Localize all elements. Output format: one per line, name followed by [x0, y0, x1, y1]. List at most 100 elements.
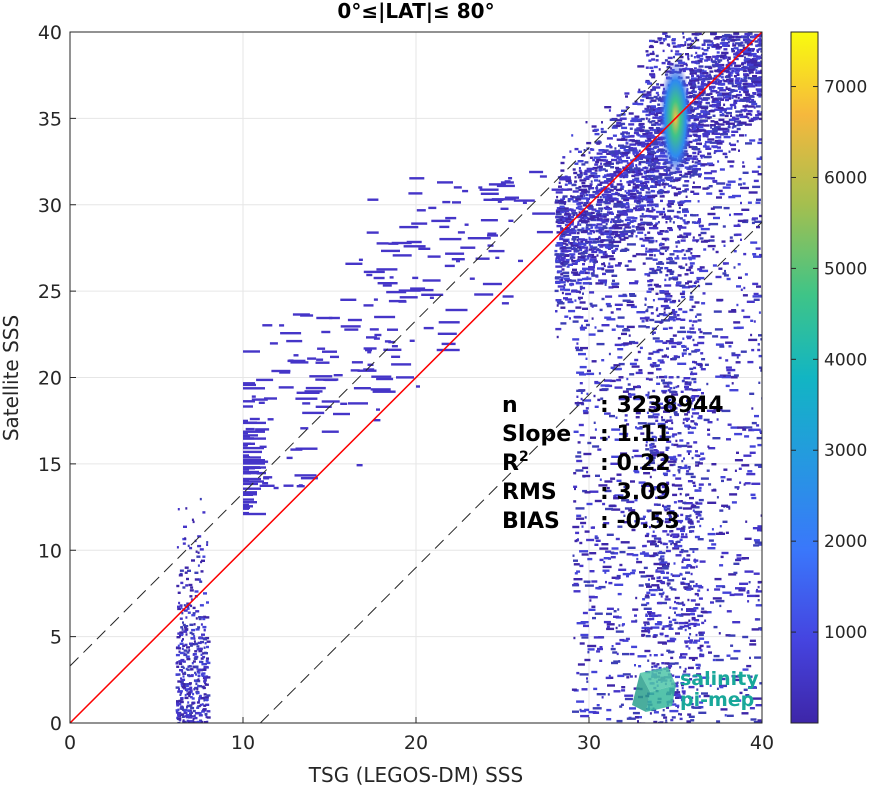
density-cell	[652, 258, 658, 261]
density-cell	[666, 347, 669, 350]
density-cell	[647, 371, 654, 375]
density-cell	[690, 77, 697, 80]
density-cell	[748, 581, 751, 584]
density-cell	[619, 563, 623, 567]
density-cell	[748, 100, 751, 103]
density-cell	[616, 197, 619, 201]
density-cell	[559, 218, 567, 222]
density-cell	[747, 600, 750, 603]
density-cell	[583, 149, 586, 152]
density-cell	[591, 125, 597, 128]
density-cell	[727, 371, 731, 375]
density-cell	[579, 642, 585, 645]
density-cell	[652, 116, 660, 119]
density-layer	[175, 32, 762, 723]
density-cell	[626, 575, 629, 578]
density-cell	[363, 270, 385, 274]
density-cell	[580, 621, 589, 624]
density-cell	[657, 402, 663, 405]
density-cell	[666, 562, 670, 566]
density-cell	[604, 480, 613, 483]
density-cell	[555, 216, 563, 219]
density-cell	[712, 114, 716, 117]
density-cell	[645, 583, 651, 586]
density-cell	[663, 565, 669, 568]
density-cell	[731, 35, 739, 38]
density-cell	[654, 320, 664, 323]
density-cell	[610, 366, 616, 369]
density-cell	[698, 121, 701, 125]
density-cell	[294, 474, 317, 477]
density-cell	[614, 216, 621, 219]
density-cell	[418, 247, 431, 250]
density-cell	[670, 656, 674, 660]
density-cell	[731, 675, 736, 678]
density-cell	[651, 39, 655, 43]
density-cell	[731, 96, 734, 99]
density-cell	[719, 82, 726, 86]
density-cell	[629, 652, 635, 656]
density-cell	[651, 142, 658, 146]
density-cell	[719, 345, 725, 348]
density-cell	[656, 576, 661, 579]
density-cell	[675, 245, 678, 248]
density-cell	[620, 232, 629, 236]
density-cell	[646, 170, 650, 174]
density-cell	[612, 134, 617, 137]
density-cell	[695, 138, 701, 142]
density-cell	[645, 309, 649, 313]
density-cell	[650, 69, 654, 73]
density-cell	[738, 87, 741, 90]
density-cell	[749, 58, 754, 62]
density-cell	[624, 175, 629, 179]
density-cell	[662, 391, 667, 394]
density-cell	[591, 272, 595, 275]
density-cell	[578, 185, 582, 189]
density-cell	[617, 348, 624, 351]
density-cell	[577, 228, 583, 232]
density-cell	[688, 167, 691, 170]
density-cell	[180, 665, 184, 668]
density-cell	[695, 565, 698, 568]
density-cell	[695, 633, 698, 637]
density-cell	[340, 298, 357, 301]
density-cell	[680, 239, 686, 242]
density-cell	[572, 242, 577, 245]
density-cell	[614, 438, 624, 441]
density-cell	[708, 651, 712, 654]
density-cell	[675, 45, 681, 48]
density-cell	[759, 71, 762, 74]
density-cell	[565, 216, 570, 219]
density-cell	[722, 520, 728, 523]
density-cell	[750, 113, 753, 116]
density-cell	[279, 371, 291, 374]
density-cell	[691, 609, 697, 612]
density-cell	[686, 554, 691, 557]
density-cell	[561, 215, 564, 218]
density-cell	[732, 42, 735, 45]
density-cell	[700, 227, 710, 231]
density-cell	[698, 639, 701, 642]
density-cell	[428, 206, 437, 210]
density-cell	[696, 112, 702, 116]
density-cell	[659, 368, 662, 371]
density-cell	[702, 97, 710, 100]
density-cell	[636, 226, 645, 229]
density-cell	[192, 665, 195, 668]
density-cell	[421, 293, 444, 296]
density-cell	[451, 258, 465, 261]
density-cell	[445, 216, 457, 220]
density-cell	[610, 176, 614, 179]
density-cell	[712, 98, 720, 102]
density-cell	[714, 120, 719, 124]
density-cell	[676, 210, 681, 214]
density-cell	[733, 53, 740, 56]
density-cell	[556, 242, 564, 245]
density-cell	[693, 607, 699, 610]
density-cell	[700, 368, 706, 371]
density-cell	[605, 302, 611, 306]
density-cell	[595, 539, 601, 542]
density-cell	[701, 107, 709, 110]
density-cell	[693, 584, 702, 588]
density-cell	[702, 79, 706, 83]
